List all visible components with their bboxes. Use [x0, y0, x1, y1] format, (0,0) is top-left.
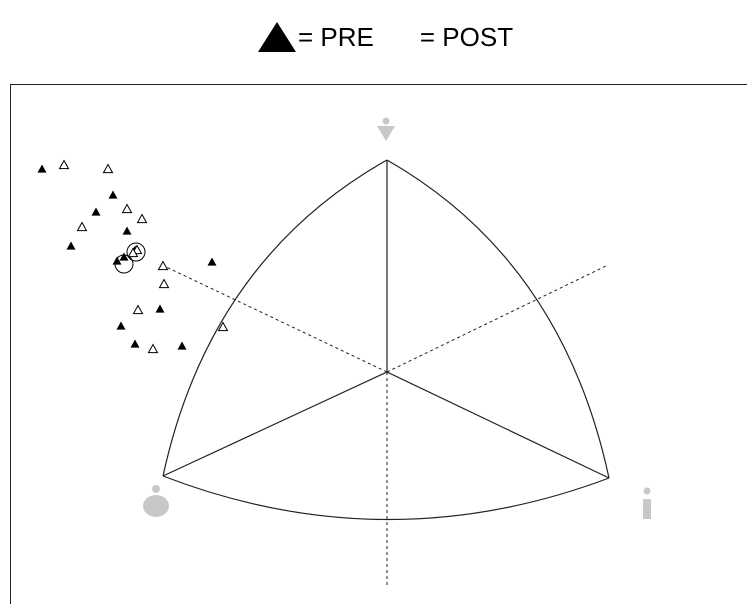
pre-point [91, 207, 101, 216]
pre-triangle-icon [258, 22, 296, 52]
pre-point [116, 321, 126, 330]
somatotype-diagram [37, 117, 651, 587]
axis-right [386, 371, 610, 479]
axis-left [162, 371, 388, 477]
dashed-upper-right [386, 264, 609, 373]
pre-point [122, 226, 132, 235]
post-point [132, 304, 144, 315]
pre-markers [37, 164, 217, 350]
mean-circles [114, 242, 146, 274]
post-point [121, 203, 133, 214]
pre-point [177, 341, 187, 350]
dashed-axes [161, 264, 609, 587]
left-person-icon [143, 485, 169, 517]
pre-point [37, 164, 47, 173]
right-arc [386, 159, 610, 479]
pre-point [108, 190, 118, 199]
legend-pre-label: = PRE [298, 21, 374, 52]
pre-point [130, 339, 140, 348]
pre-point [155, 304, 165, 313]
post-point [76, 221, 88, 232]
legend: = PRE = POST [258, 20, 513, 54]
pre-point [119, 252, 129, 261]
legend-post-label: = POST [419, 21, 514, 52]
post-point [58, 159, 70, 170]
post-point [158, 278, 170, 289]
right-person-icon [643, 487, 651, 519]
post-point [157, 260, 169, 271]
pre-point [66, 241, 76, 250]
post-point [127, 247, 139, 258]
pre-mean-circle [114, 254, 134, 274]
post-point [147, 343, 159, 354]
plot-frame [10, 84, 747, 604]
post-point [217, 321, 229, 332]
top-person-icon [377, 117, 395, 141]
somatochart-outline [162, 159, 610, 521]
dashed-upper-left [161, 264, 388, 373]
post-point [136, 213, 148, 224]
pre-point [207, 257, 217, 266]
post-point [102, 163, 114, 174]
post-mean-circle [126, 242, 146, 262]
bottom-arc [162, 475, 610, 521]
post-markers [58, 159, 229, 354]
left-arc [162, 159, 388, 477]
